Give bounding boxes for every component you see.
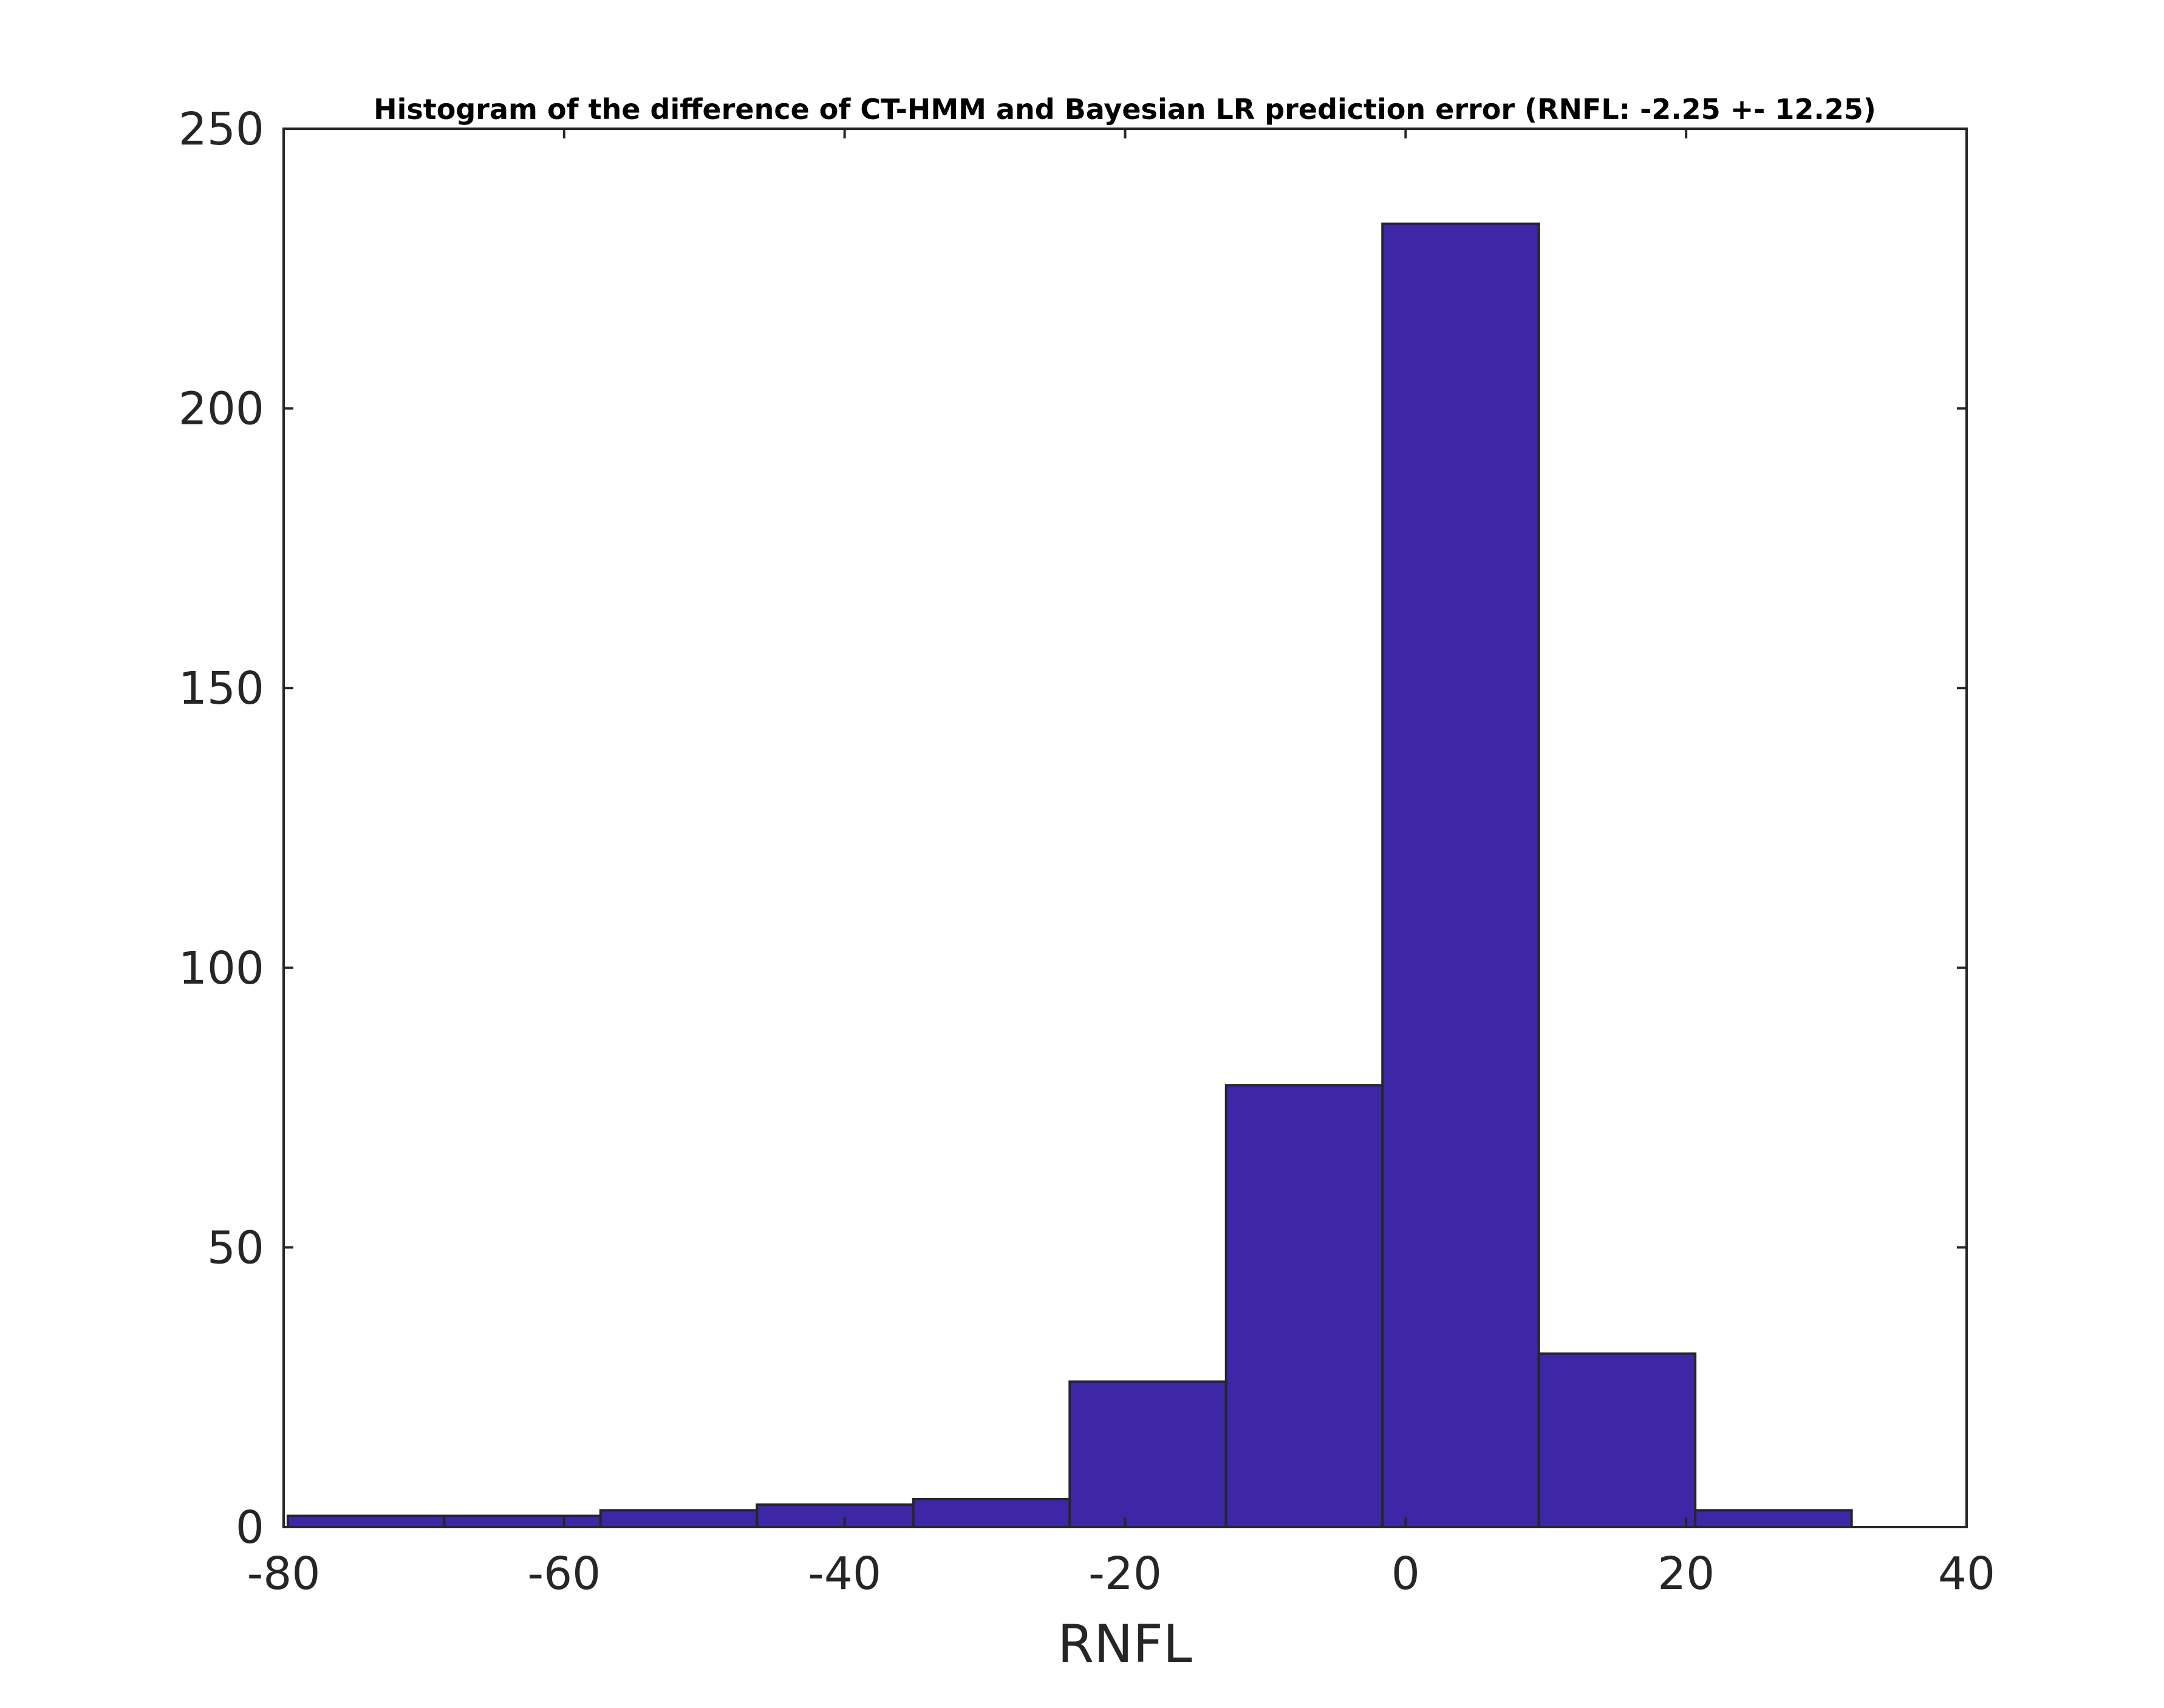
y-tick-label: 100 [179,942,264,995]
histogram-bars [286,222,1853,1529]
x-tick-label: -20 [1088,1548,1162,1600]
x-tick-label: 0 [1391,1548,1420,1600]
histogram-bar [1694,1509,1853,1529]
chart-title: Histogram of the difference of CT-HMM an… [374,93,1876,126]
x-tick-label: 40 [1938,1548,1995,1600]
y-tick-label: 0 [236,1502,264,1554]
x-tick-labels: -80 -60 -40 -20 0 20 40 [247,1548,1996,1600]
y-tick-label: 200 [179,383,264,435]
x-tick-label: -40 [808,1548,881,1600]
y-tick-labels: 0 50 100 150 200 250 [179,103,264,1554]
axis-ticks [282,128,1968,1528]
y-tick-label: 150 [179,662,264,715]
x-tick-label: 20 [1657,1548,1715,1600]
histogram-bar [1381,222,1540,1528]
y-tick-label: 250 [179,103,264,155]
x-tick-label: -60 [527,1548,601,1600]
histogram-bar [912,1497,1071,1528]
histogram-bar [756,1503,915,1529]
histogram-bar [1068,1380,1227,1529]
histogram-bar [1224,1084,1384,1528]
x-axis-label: RNFL [1057,1614,1192,1675]
x-tick-label: -80 [247,1548,321,1600]
histogram-bar [286,1514,446,1528]
histogram-bar [1537,1352,1697,1528]
histogram-bar [443,1514,602,1528]
y-tick-label: 50 [207,1222,264,1274]
histogram-bar [599,1509,759,1529]
